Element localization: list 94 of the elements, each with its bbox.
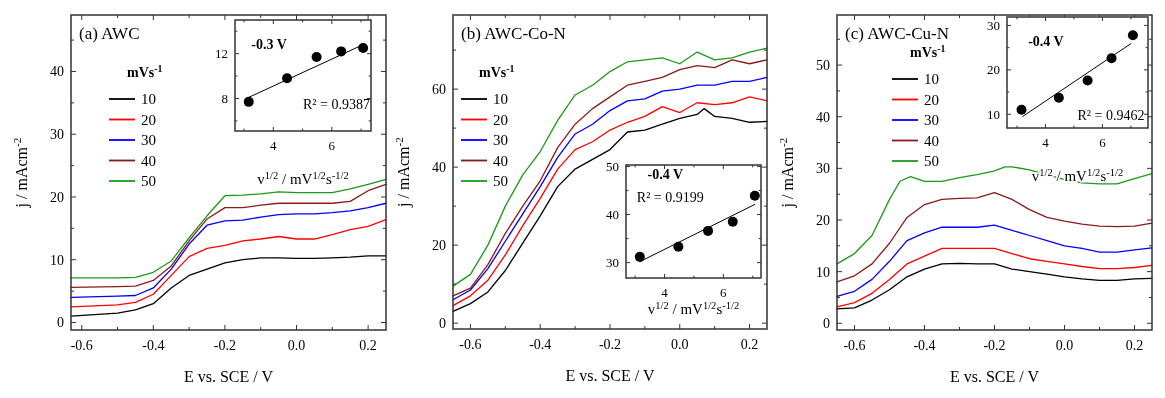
x-tick-label: 0.0 (1055, 338, 1074, 353)
legend-label: 20 (924, 91, 939, 108)
point (727, 216, 738, 227)
x-tick-label: 6 (1099, 135, 1107, 150)
text: (c) AWC-Cu-N (845, 24, 949, 43)
annotation: R² = 0.9199 (636, 190, 704, 206)
x-tick-label: 0.2 (740, 337, 759, 352)
point (1127, 30, 1138, 41)
x-tick-label: 0.0 (287, 338, 306, 353)
x-axis-title: v$^{1/2}$ / mV$^{1/2}$s$^{-1/2}$ (647, 299, 740, 317)
text: (b) AWC-Co-N (461, 24, 566, 43)
point (1082, 75, 1093, 86)
x-tick-label: -0.2 (983, 338, 1006, 353)
line-series (836, 262, 1153, 310)
y-tick-label: 0 (57, 315, 64, 331)
line-series (70, 218, 387, 308)
y-tick-label: 20 (987, 62, 1000, 78)
x-tick-label: -0.6 (843, 338, 866, 353)
legend-label: 30 (493, 132, 508, 149)
y-tick-label: 12 (215, 46, 228, 62)
y-tick-label: 8 (221, 91, 228, 107)
x-axis-title: E vs. SCE / V (949, 368, 1040, 385)
x-tick-label: -0.2 (213, 338, 237, 353)
point (358, 43, 369, 54)
legend-label: 10 (924, 71, 939, 88)
point (311, 52, 322, 62)
point (749, 190, 760, 201)
legend-label: 40 (141, 152, 156, 169)
legend-label: 50 (141, 173, 156, 190)
legend-label: 10 (141, 91, 156, 108)
x-tick-label: 0.2 (359, 338, 377, 353)
x-tick-label: 0.2 (1125, 338, 1144, 353)
x-tick-label: 4 (270, 138, 278, 153)
line-series (70, 202, 387, 299)
legend-label: 20 (141, 111, 156, 128)
x-tick-label: -0.4 (529, 337, 552, 352)
legend-title: mVs$^{-1}$ (479, 62, 515, 80)
y-tick-label: 40 (816, 109, 830, 125)
legend-label: 50 (924, 153, 939, 170)
y-tick-label: 0 (823, 316, 830, 332)
point (243, 96, 254, 107)
y-tick-label: 10 (50, 252, 64, 268)
line-series (836, 166, 1153, 265)
x-tick-label: -0.6 (459, 337, 482, 352)
y-tick-label: 30 (606, 255, 619, 271)
x-tick-label: -0.4 (142, 338, 165, 353)
annotation: -0.4 V (647, 166, 684, 182)
y-tick-label: 10 (816, 264, 830, 280)
x-tick-label: -0.2 (598, 337, 622, 352)
y-tick-label: 20 (816, 212, 830, 228)
line-series (836, 191, 1153, 283)
x-tick-label: -0.4 (913, 338, 936, 353)
y-tick-label: 30 (50, 127, 64, 143)
x-axis-title: E vs. SCE / V (183, 368, 274, 385)
x-tick-label: 4 (661, 285, 669, 300)
x-tick-label: 6 (328, 138, 336, 153)
y-tick-label: 50 (816, 57, 830, 73)
y-tick-label: 10 (987, 106, 1000, 122)
legend-label: 20 (493, 111, 508, 128)
annotation: -0.3 V (251, 36, 287, 52)
legend-label: 40 (924, 132, 939, 149)
legend-label: 40 (493, 152, 508, 169)
legend-label: 10 (493, 91, 508, 108)
legend-label: 30 (141, 132, 156, 149)
point (634, 251, 645, 262)
legend-label: 50 (493, 173, 508, 190)
y-tick-label: 40 (432, 160, 446, 176)
text: (a) AWC (79, 24, 140, 43)
legend-label: 30 (924, 112, 939, 129)
annotation: R² = 0.9387 (303, 96, 370, 112)
x-tick-label: 0.0 (671, 337, 689, 352)
line-series (836, 247, 1153, 308)
x-axis-title: E vs. SCE / V (565, 367, 655, 384)
x-tick-label: -0.6 (70, 338, 93, 353)
y-tick-label: 30 (816, 161, 830, 177)
point (1016, 104, 1027, 115)
legend-title: mVs$^{-1}$ (127, 62, 163, 80)
x-tick-label: 6 (720, 285, 728, 300)
point (1053, 92, 1064, 103)
annotation: -0.4 V (1028, 33, 1064, 49)
y-tick-label: 60 (432, 82, 446, 98)
y-tick-label: 50 (606, 158, 619, 174)
y-tick-label: 30 (987, 17, 1000, 33)
legend-title: mVs$^{-1}$ (910, 42, 946, 60)
x-tick-label: 4 (1042, 135, 1050, 150)
y-tick-label: 40 (606, 207, 619, 223)
line-series (70, 255, 387, 317)
y-tick-label: 20 (432, 238, 446, 254)
annotation: R² = 0.9462 (1077, 108, 1145, 124)
x-axis-title: v$^{1/2}$ / mV$^{1/2}$s$^{-1/2}$ (257, 169, 349, 187)
y-tick-label: 0 (439, 316, 446, 332)
y-tick-label: 40 (50, 64, 64, 80)
y-tick-label: 20 (50, 189, 64, 205)
line-series (836, 224, 1153, 298)
